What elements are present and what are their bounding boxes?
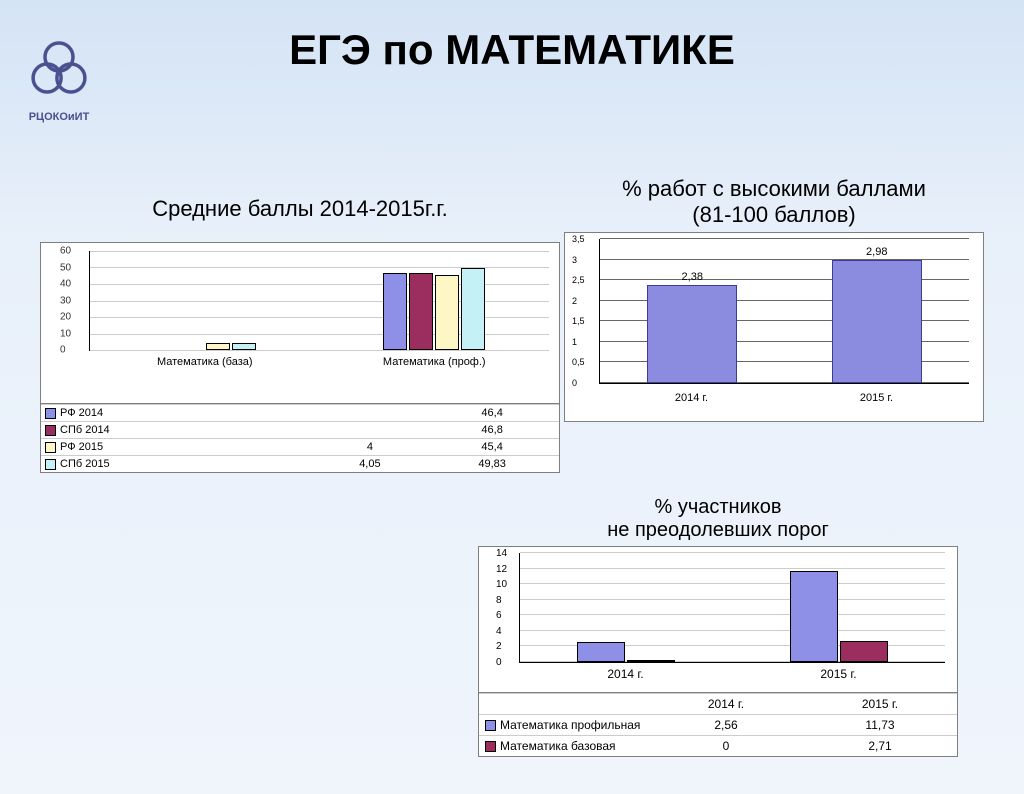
- chart2-subtitle-2: (81-100 баллов): [564, 202, 984, 228]
- page-title: ЕГЭ по МАТЕМАТИКЕ: [0, 26, 1024, 74]
- chart-avg-scores: Средние баллы 2014-2015г.г. 010203040506…: [40, 196, 560, 473]
- logo: РЦОКОиИТ: [14, 36, 104, 123]
- logo-text: РЦОКОиИТ: [14, 111, 104, 123]
- chart-high-scores: % работ с высокими баллами (81-100 балло…: [564, 176, 984, 422]
- chart1-plot: 0102030405060Математика (база)Математика…: [89, 251, 549, 351]
- chart3-subtitle-2: не преодолевших порог: [478, 519, 958, 542]
- chart1-subtitle: Средние баллы 2014-2015г.г.: [40, 196, 560, 222]
- chart-below-threshold: % участников не преодолевших порог 02468…: [478, 496, 958, 757]
- chart1-legend: РФ 201446,4СПб 201446,8РФ 2015445,4СПб 2…: [41, 403, 559, 472]
- chart3-subtitle-1: % участников: [478, 496, 958, 519]
- chart3-legend: 2014 г.2015 г.Математика профильная2,561…: [479, 692, 957, 756]
- chart2-subtitle-1: % работ с высокими баллами: [564, 176, 984, 202]
- chart2-plot: 00,511,522,533,52,382,98: [599, 239, 969, 384]
- trefoil-icon: [24, 36, 94, 106]
- chart3-plot: 02468101214: [519, 553, 945, 663]
